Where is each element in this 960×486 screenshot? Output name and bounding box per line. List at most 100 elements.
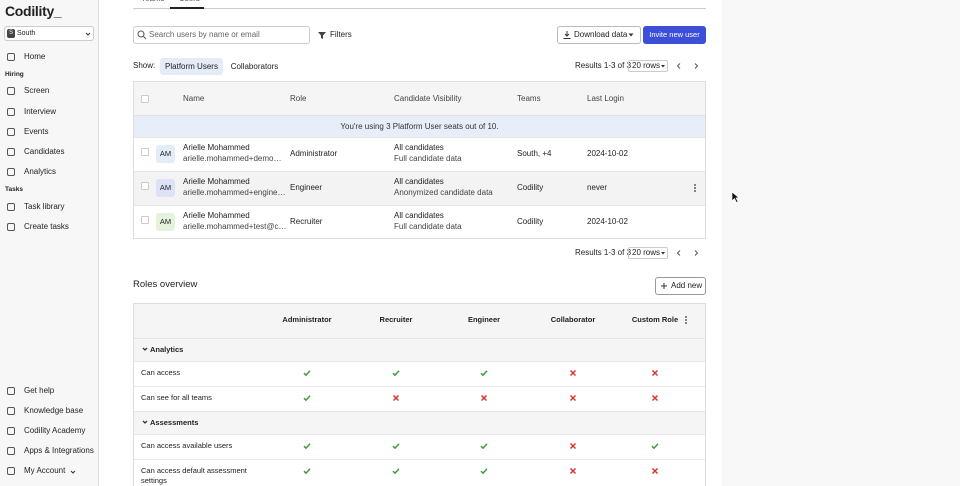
checkbox[interactable]	[141, 148, 149, 156]
caret	[658, 248, 668, 258]
add-new-button[interactable]: Add new	[655, 277, 706, 295]
cross-icon	[650, 466, 660, 476]
check-icon	[302, 368, 312, 378]
nav-item[interactable]: Candidates	[24, 147, 65, 156]
user-name: Arielle Mohammed	[183, 143, 250, 152]
nav-icon	[6, 386, 16, 396]
role-column: Engineer	[467, 315, 501, 324]
visibility-detail: Anonymized candidate data	[394, 188, 493, 197]
next-page	[691, 248, 701, 258]
check-icon	[479, 466, 489, 476]
checkbox[interactable]	[141, 216, 149, 224]
caret	[626, 30, 636, 40]
column-header: Role	[290, 94, 307, 103]
check-icon	[479, 441, 489, 451]
user-name: Arielle Mohammed	[183, 177, 250, 186]
check-icon	[650, 441, 660, 451]
visibility: All candidates	[394, 143, 444, 152]
cross-icon	[568, 368, 578, 378]
nav-item[interactable]: Interview	[24, 107, 57, 116]
tab[interactable]: Teams	[141, 0, 165, 4]
permission-label: Can access available users	[141, 441, 233, 450]
filter-icon	[317, 30, 327, 40]
nav-icon	[6, 52, 16, 62]
nav-item[interactable]: Home	[24, 52, 46, 61]
logo: Codility_	[5, 3, 62, 19]
workspace-select[interactable]	[4, 26, 94, 41]
roles-header	[134, 304, 705, 338]
checkbox[interactable]	[141, 95, 149, 103]
show-label: Show:	[133, 61, 156, 70]
tab[interactable]: Users	[179, 0, 200, 4]
cross-icon	[650, 368, 660, 378]
nav-item[interactable]: Events	[24, 127, 49, 136]
search-icon	[137, 30, 147, 40]
roles-table	[133, 303, 706, 486]
nav-icon	[6, 426, 16, 436]
cross-icon	[568, 441, 578, 451]
role-column: Custom Role	[631, 315, 679, 324]
results-text: Results 1-3 of 3	[575, 61, 632, 70]
nav-item[interactable]: Get help	[24, 386, 55, 395]
show-option[interactable]: Platform Users	[160, 58, 223, 75]
user-row[interactable]	[134, 205, 705, 239]
chevron	[140, 344, 150, 354]
filters-button[interactable]: Filters	[330, 29, 352, 39]
role-column: Collaborator	[550, 315, 596, 324]
nav-icon	[6, 167, 16, 177]
permission-label: Can access default assessment settings	[141, 466, 247, 485]
nav-icon	[6, 202, 16, 212]
checkbox[interactable]	[141, 182, 149, 190]
column-header: Name	[183, 94, 205, 103]
chevron	[83, 29, 93, 39]
section-name: Analytics	[150, 344, 184, 354]
nav-item[interactable]: Screen	[24, 86, 50, 95]
nav-icon	[6, 466, 16, 476]
results-text: Results 1-3 of 3	[575, 248, 632, 257]
active-tab-underline	[170, 7, 204, 9]
nav-item[interactable]: My Account	[24, 466, 66, 475]
rows-select[interactable]: 20 rows	[628, 247, 668, 259]
nav-icon	[6, 406, 16, 416]
nav-group-title: Hiring	[5, 71, 24, 78]
mouse-cursor	[731, 191, 741, 205]
last-login: 2024-10-02	[587, 149, 628, 158]
seat-banner: You're using 3 Platform User seats out o…	[134, 116, 705, 137]
nav-icon	[6, 446, 16, 456]
last-login: 2024-10-02	[587, 217, 628, 226]
invite-button[interactable]: Invite new user	[643, 26, 706, 44]
nav-item[interactable]: Apps & Integrations	[24, 446, 94, 455]
cross-icon	[391, 393, 401, 403]
user-row[interactable]	[134, 137, 705, 171]
nav-item[interactable]: Create tasks	[24, 222, 69, 231]
nav-group-title: Tasks	[5, 186, 23, 193]
permission-row	[134, 459, 705, 484]
permission-label: Can see for all teams	[141, 393, 212, 402]
user-email: arielle.mohammed+engine…	[183, 188, 286, 197]
cross-icon	[568, 466, 578, 476]
search-box[interactable]	[133, 26, 310, 44]
show-option[interactable]: Collaborators	[230, 62, 279, 71]
nav-item[interactable]: Knowledge base	[24, 406, 84, 415]
rows-select[interactable]: 20 rows	[628, 60, 668, 72]
visibility: All candidates	[394, 177, 444, 186]
nav-icon	[6, 86, 16, 96]
download-button[interactable]	[557, 26, 641, 44]
check-icon	[302, 466, 312, 476]
search-placeholder: Search users by name or email	[149, 30, 260, 39]
nav-item[interactable]: Task library	[24, 202, 65, 211]
avatar: AM	[156, 179, 175, 197]
check-icon	[302, 393, 312, 403]
user-row[interactable]	[134, 171, 705, 205]
nav-icon	[6, 107, 16, 117]
tabs-rule	[133, 8, 706, 9]
column-menu	[681, 315, 691, 325]
cross-icon	[568, 393, 578, 403]
nav-item[interactable]: Codility Academy	[24, 426, 86, 435]
section-name: Assessments	[150, 417, 199, 427]
users-table	[133, 81, 706, 239]
avatar: AM	[156, 145, 175, 163]
nav-item[interactable]: Analytics	[24, 167, 57, 176]
prev-page	[674, 61, 684, 71]
